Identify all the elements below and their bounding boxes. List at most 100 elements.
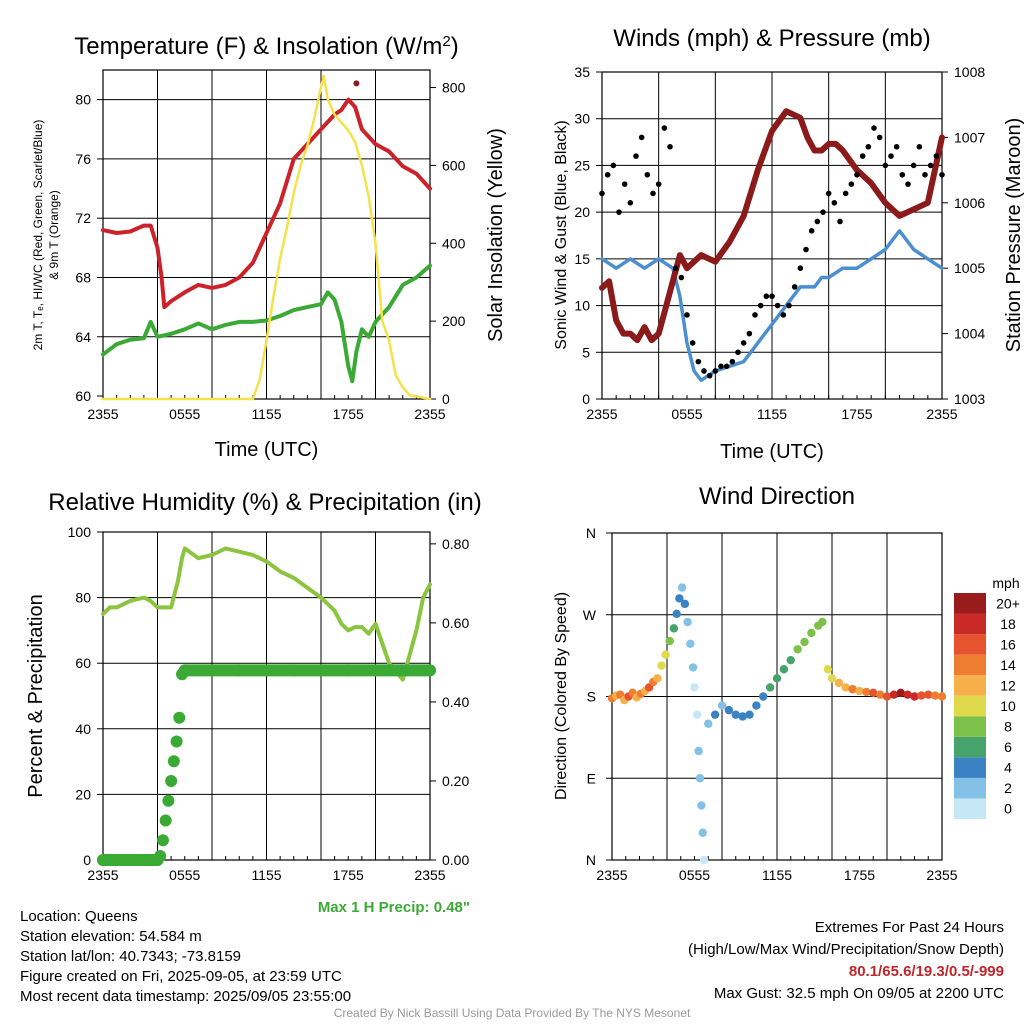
y-right-axis-label: Station Pressure (Maroon) bbox=[1003, 118, 1024, 353]
direction-point bbox=[759, 692, 768, 701]
series-line-0 bbox=[600, 229, 944, 383]
series-line-1 bbox=[599, 108, 945, 344]
direction-point bbox=[807, 628, 816, 638]
y-right-tick-label: 200 bbox=[442, 313, 466, 329]
title-sup: 2 bbox=[442, 33, 450, 50]
extremes-info: Extremes For Past 24 Hours (High/Low/Max… bbox=[688, 917, 1004, 1005]
gust-point bbox=[604, 171, 611, 178]
direction-point bbox=[793, 645, 802, 654]
max-precip-text: Max 1 H Precip: 0.48" bbox=[318, 899, 470, 916]
recent-data-text: Most recent data timestamp: 2025/09/05 2… bbox=[20, 988, 352, 1005]
x-tick-label: 2355 bbox=[87, 867, 118, 883]
direction-point bbox=[690, 683, 699, 692]
direction-point bbox=[695, 774, 705, 783]
gust-point bbox=[718, 363, 724, 370]
gust-point bbox=[837, 218, 843, 225]
direction-point bbox=[672, 609, 681, 619]
gust-point bbox=[621, 181, 628, 187]
x-tick-label: 0555 bbox=[169, 406, 200, 422]
y-tick-label: 10 bbox=[574, 298, 590, 314]
y-tick-label: 30 bbox=[574, 111, 590, 127]
colorbar-swatch bbox=[954, 757, 986, 778]
y-tick-label: 72 bbox=[75, 210, 91, 226]
direction-point bbox=[896, 688, 905, 698]
elevation-text: Station elevation: 54.584 m bbox=[20, 928, 202, 945]
max-gust-text: Max Gust: 32.5 mph On 09/05 at 2200 UTC bbox=[713, 985, 1004, 1002]
gust-point bbox=[893, 143, 900, 150]
y-tick-label: 35 bbox=[574, 64, 590, 80]
y-tick-label: 60 bbox=[75, 655, 91, 671]
x-tick-label: 1155 bbox=[251, 867, 281, 883]
rh-line bbox=[101, 546, 432, 682]
x-tick-label: 2355 bbox=[596, 867, 627, 883]
x-tick-label: 0555 bbox=[169, 867, 200, 883]
gust-point bbox=[695, 358, 702, 365]
colorbar-label: 18 bbox=[1000, 616, 1016, 632]
gust-point bbox=[633, 153, 639, 159]
gust-point bbox=[825, 190, 832, 197]
colorbar-swatch bbox=[954, 736, 986, 758]
y-tick-label: 80 bbox=[75, 590, 91, 606]
location-text: Location: Queens bbox=[20, 908, 138, 925]
gust-point bbox=[740, 340, 747, 346]
x-tick-label: 0555 bbox=[671, 406, 702, 422]
y-axis-label-1: 2m T, Tₑ, HI/WC (Red, Green, Scarlet/Blu… bbox=[31, 120, 45, 351]
gust-point bbox=[865, 143, 872, 150]
colorbar-swatch bbox=[954, 634, 986, 655]
gust-point bbox=[786, 302, 792, 309]
gust-point bbox=[729, 358, 736, 365]
station-info: Location: Queens Station elevation: 54.5… bbox=[20, 907, 351, 1007]
gust-point bbox=[888, 153, 894, 159]
marker-point bbox=[353, 80, 360, 87]
colorbar-swatch bbox=[954, 798, 986, 819]
colorbar-label: 6 bbox=[1004, 739, 1012, 755]
x-tick-label: 2355 bbox=[926, 406, 957, 422]
direction-point bbox=[903, 690, 912, 699]
series-line-0 bbox=[101, 97, 432, 310]
gust-point bbox=[859, 153, 866, 159]
colorbar-swatch bbox=[954, 716, 986, 737]
x-tick-label: 1755 bbox=[333, 867, 364, 883]
x-tick-label: 2355 bbox=[87, 406, 118, 422]
gust-point bbox=[638, 134, 645, 141]
y-right-tick-label: 0.80 bbox=[442, 536, 469, 552]
gust-point bbox=[672, 265, 679, 272]
y-tick-label: E bbox=[587, 770, 596, 786]
gust-point bbox=[871, 125, 877, 131]
precip-point bbox=[170, 735, 183, 748]
series-line-2 bbox=[101, 74, 432, 401]
direction-point bbox=[855, 686, 864, 696]
plot-frame bbox=[102, 531, 431, 861]
direction-point bbox=[937, 692, 947, 701]
y-axis-label: Percent & Precipitation bbox=[25, 594, 47, 797]
colorbar-swatch bbox=[954, 777, 986, 799]
gust-point bbox=[774, 302, 781, 309]
plot-frame bbox=[102, 69, 431, 400]
direction-point bbox=[869, 688, 878, 698]
gust-point bbox=[842, 190, 849, 197]
chart-title: Temperature (F) & Insolation (W/m2) bbox=[74, 33, 458, 61]
direction-point bbox=[731, 710, 740, 719]
title-main: Temperature (F) & Insolation (W/m bbox=[74, 33, 442, 60]
direction-point bbox=[889, 690, 899, 699]
y-tick-label: 68 bbox=[75, 269, 91, 285]
direction-point bbox=[661, 650, 670, 659]
y-tick-label: 60 bbox=[75, 388, 91, 404]
gust-point bbox=[848, 181, 855, 187]
gust-point bbox=[797, 265, 804, 272]
y-tick-label: 80 bbox=[75, 92, 91, 108]
gust-point bbox=[922, 171, 928, 178]
gust-point bbox=[667, 143, 673, 150]
y-tick-label: 0 bbox=[83, 852, 91, 868]
gust-point bbox=[933, 153, 940, 159]
colorbar-label: 2 bbox=[1004, 780, 1012, 796]
y-right-tick-label: 0.20 bbox=[442, 773, 469, 789]
direction-point bbox=[738, 712, 747, 721]
colorbar-label: 4 bbox=[1004, 760, 1012, 776]
y-right-tick-label: 0.00 bbox=[442, 852, 469, 868]
y-right-tick-label: 1008 bbox=[954, 64, 985, 80]
gust-point bbox=[712, 368, 719, 374]
gust-point bbox=[876, 134, 883, 141]
x-tick-label: 1155 bbox=[251, 406, 281, 422]
